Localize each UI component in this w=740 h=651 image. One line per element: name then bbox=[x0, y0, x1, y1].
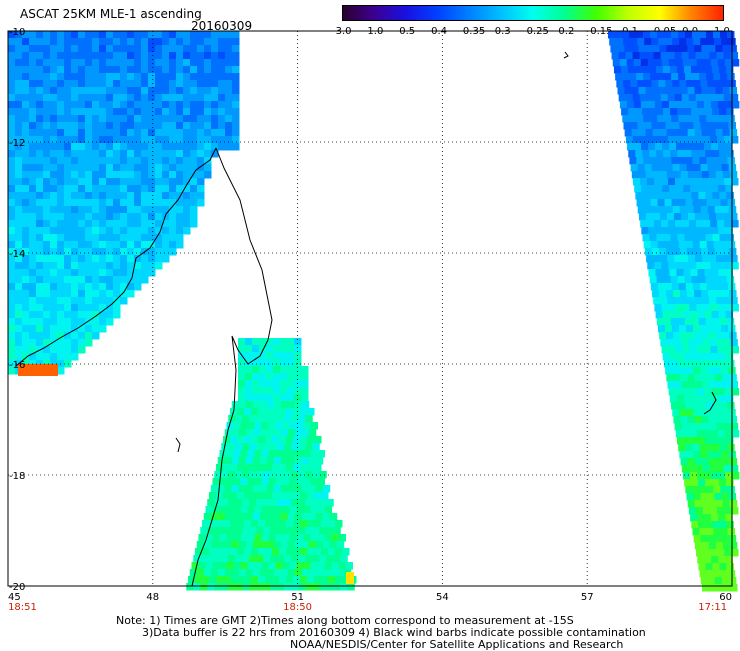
y-tick-label: -10 bbox=[9, 27, 25, 38]
island-small bbox=[563, 51, 569, 59]
coastline-layer bbox=[15, 51, 717, 587]
y-tick-label: -16 bbox=[9, 360, 25, 371]
x-tick-label: 60 bbox=[719, 592, 732, 603]
high-value-patch bbox=[18, 364, 58, 376]
x-tick-label: 54 bbox=[436, 592, 449, 603]
y-tick-label: -20 bbox=[9, 582, 25, 593]
y-tick-label: -18 bbox=[9, 471, 25, 482]
x-tick-label: 57 bbox=[581, 592, 594, 603]
plot-frame bbox=[7, 30, 733, 587]
chart-title: ASCAT 25KM MLE-1 ascending bbox=[20, 7, 202, 21]
colorbar bbox=[342, 5, 724, 21]
coastline-west bbox=[15, 147, 217, 367]
note-line-1: Note: 1) Times are GMT 2)Times along bot… bbox=[116, 614, 574, 627]
island-comoros bbox=[175, 437, 181, 453]
island-mauritius bbox=[703, 391, 717, 415]
note-line-3: NOAA/NESDIS/Center for Satellite Applica… bbox=[290, 638, 624, 651]
coastline-east bbox=[191, 147, 273, 587]
swath-time-label: 18:50 bbox=[283, 602, 312, 613]
y-tick-label: -14 bbox=[9, 249, 25, 260]
grid-layer bbox=[8, 31, 732, 586]
swath-time-label: 17:11 bbox=[698, 602, 727, 613]
x-tick-label: 48 bbox=[146, 592, 159, 603]
x-tick-label: 51 bbox=[291, 592, 304, 603]
swath-layer bbox=[8, 31, 740, 592]
colorbar-gradient bbox=[342, 5, 724, 21]
note-line-2: 3)Data buffer is 22 hrs from 20160309 4)… bbox=[142, 626, 646, 639]
swath-time-label: 18:51 bbox=[8, 602, 37, 613]
x-tick-label: 45 bbox=[8, 592, 21, 603]
y-tick-label: -12 bbox=[9, 138, 25, 149]
colorbar-border bbox=[342, 5, 724, 21]
tick-labels: 45 48 51 54 57 60 -10 -12 -14 -16 -18 -20 18:51 18:50… bbox=[8, 27, 732, 613]
chart-date: 20160309 bbox=[191, 19, 253, 33]
